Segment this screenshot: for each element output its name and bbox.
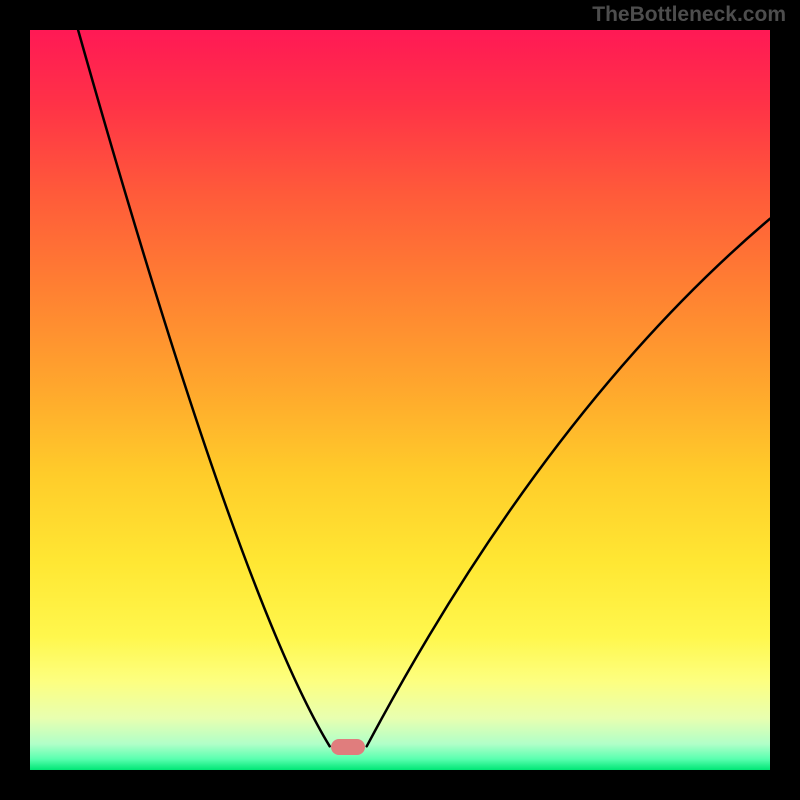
bottleneck-curve <box>30 30 770 770</box>
chart-container: TheBottleneck.com <box>0 0 800 800</box>
watermark-text: TheBottleneck.com <box>592 3 786 27</box>
plot-area <box>30 30 770 770</box>
optimum-marker <box>331 739 365 755</box>
